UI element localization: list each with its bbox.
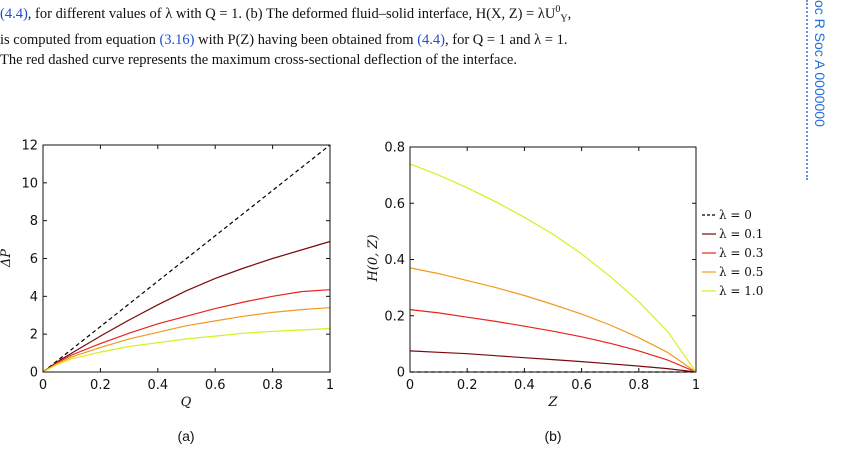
panel-b-series-3-line xyxy=(409,267,697,373)
caption-subscript: Y xyxy=(560,13,568,25)
panel-a-xtick-label: 0.2 xyxy=(90,378,111,393)
panel-b-xtick-label: 0.8 xyxy=(628,378,649,393)
panel-a-ytick-label: 0 xyxy=(30,366,38,381)
panel-a-series-4-line xyxy=(42,327,331,373)
legend-entry-1: λ = 0.1 xyxy=(719,227,763,241)
panel-b-ytick-label: 0.6 xyxy=(384,197,405,212)
panel-a-xtick-label: 0 xyxy=(39,378,47,393)
legend-entry-3: λ = 0.5 xyxy=(719,265,763,279)
panel-b-series-1-line xyxy=(409,350,697,373)
panel-a-series-1-line xyxy=(42,240,331,373)
panel-a-xtick-label: 0.6 xyxy=(205,378,226,393)
panel-b-series-2-line xyxy=(409,309,697,373)
panel-a-series-3-line xyxy=(42,307,331,373)
panel-a-xtick-label: 1 xyxy=(326,378,334,393)
legend-entry-4: λ = 1.0 xyxy=(719,284,763,298)
panel-b-xlabel: Z xyxy=(547,395,558,410)
equation-link-4-4-b[interactable]: (4.4) xyxy=(417,31,445,48)
caption-line-2: is computed from equation (3.16) with P(… xyxy=(0,30,770,50)
panel-a-xlabel: Q xyxy=(181,395,192,410)
journal-sidebar: oc R Soc A 0000000 xyxy=(806,0,828,200)
caption-text-2b: with P(Z) having been obtained from xyxy=(194,31,418,48)
caption-text-2a: is computed from equation xyxy=(0,31,160,48)
panel-a-series-0-line xyxy=(42,144,331,373)
panel-b-axes-box xyxy=(409,146,697,373)
panel-a-xtick-label: 0.4 xyxy=(147,378,168,393)
panel-a-series-2-line xyxy=(42,289,331,373)
panel-a-ytick-label: 8 xyxy=(30,214,38,229)
panel-a-ylabel: ΔP xyxy=(0,249,14,268)
panel-b-ytick-label: 0 xyxy=(397,366,405,381)
legend-entry-0: λ = 0 xyxy=(719,208,752,222)
caption-text-1: , for different values of λ with Q = 1. … xyxy=(27,5,556,22)
panel-b-xtick-label: 0.6 xyxy=(571,378,592,393)
equation-link-4-4[interactable]: (4.4) xyxy=(0,5,28,22)
panel-a-xtick-label: 0.8 xyxy=(262,378,283,393)
panel-b-ylabel: H(0, Z) xyxy=(366,234,381,282)
caption-line-1: (4.4), for different values of λ with Q … xyxy=(0,0,770,30)
caption-text-2c: , for Q = 1 and λ = 1. xyxy=(445,31,568,48)
panel-b-ytick-label: 0.8 xyxy=(384,141,405,156)
panel-b-xtick-label: 1 xyxy=(692,378,700,393)
sidebar-dotted-rule xyxy=(806,0,808,180)
legend-entry-2: λ = 0.3 xyxy=(719,246,763,260)
panel-b-label: (b) xyxy=(544,428,561,444)
figure-caption: (4.4), for different values of λ with Q … xyxy=(0,0,770,70)
caption-line-3: The red dashed curve represents the maxi… xyxy=(0,51,517,68)
panel-a-ytick-label: 2 xyxy=(30,328,38,343)
panel-b-xtick-label: 0 xyxy=(406,378,414,393)
panel-b-xtick-label: 0.4 xyxy=(514,378,535,393)
panel-a-ytick-label: 10 xyxy=(21,176,38,191)
panel-a-label: (a) xyxy=(177,428,194,444)
panel-a-ytick-label: 6 xyxy=(30,252,38,267)
panel-b-series-4-line xyxy=(409,163,697,373)
equation-link-3-16[interactable]: (3.16) xyxy=(159,31,195,48)
caption-superscript: 0 xyxy=(555,4,561,15)
panel-a-ytick-label: 4 xyxy=(30,290,38,305)
panel-b-xtick-label: 0.2 xyxy=(457,378,478,393)
panel-b-ytick-label: 0.2 xyxy=(384,309,405,324)
panel-a-ytick-label: 12 xyxy=(21,139,38,154)
panel-b-ytick-label: 0.4 xyxy=(384,253,405,268)
caption-text-1-end: , xyxy=(567,5,572,22)
